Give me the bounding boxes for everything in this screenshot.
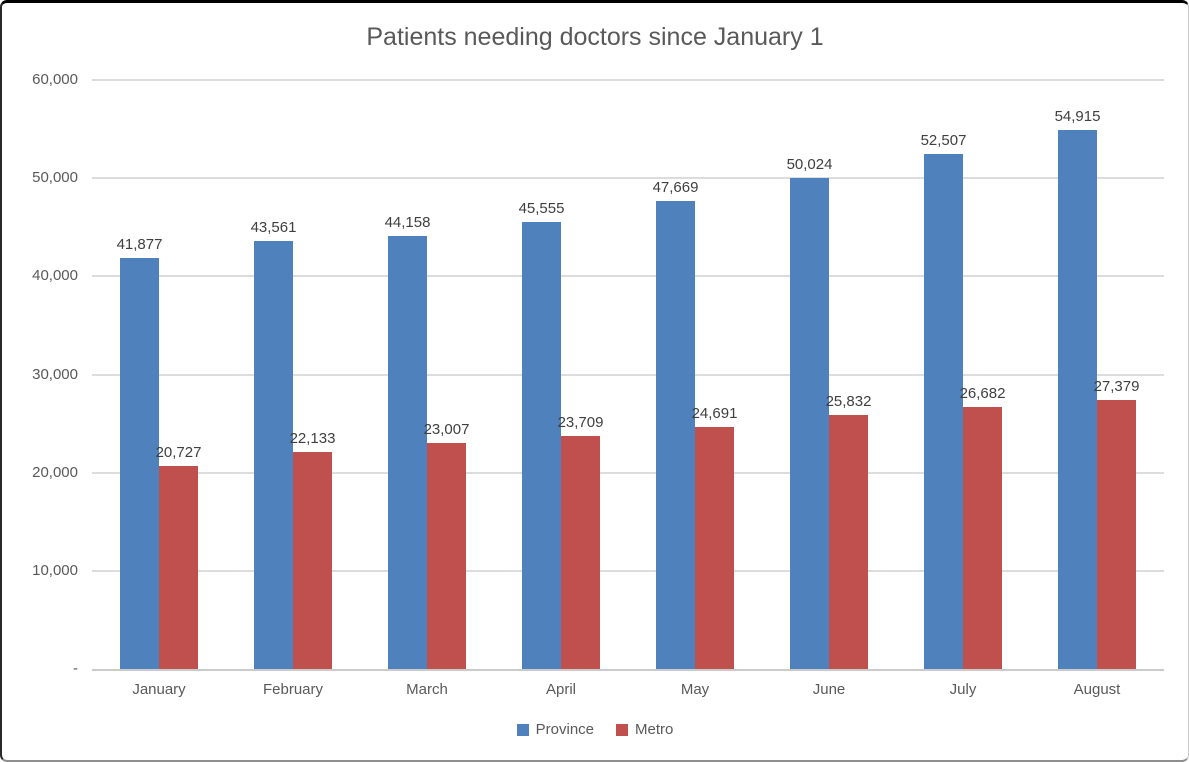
bar-metro-february xyxy=(293,451,332,669)
plot-area: 41,877 20,727 43,561 22,133 44,158 23,007 45,5… xyxy=(92,79,1164,671)
bar-metro-august xyxy=(1097,400,1136,669)
x-axis-label-april: April xyxy=(545,681,576,698)
data-label-metro-july: 26,682 xyxy=(959,385,1006,403)
gridline xyxy=(92,569,1164,572)
bar-province-may xyxy=(656,201,695,669)
bar-metro-january xyxy=(159,465,198,669)
bar-column: 27,379 xyxy=(1094,80,1139,669)
y-axis-tick-label: 60,000 xyxy=(32,71,78,88)
bar-column: 22,133 xyxy=(290,80,335,669)
bar-province-july xyxy=(924,153,963,669)
bar-province-august xyxy=(1058,129,1097,669)
bar-group-june: 50,024 25,832 xyxy=(762,80,896,669)
y-axis-tick-label: 50,000 xyxy=(32,169,78,187)
data-label-metro-may: 24,691 xyxy=(691,404,738,422)
y-axis-tick-label: 20,000 xyxy=(32,463,78,481)
x-axis-label-august: August xyxy=(1073,681,1121,698)
data-label-metro-june: 25,832 xyxy=(825,393,872,411)
data-label-metro-april: 23,709 xyxy=(557,414,604,432)
bar-province-april xyxy=(522,221,561,669)
data-label-metro-august: 27,379 xyxy=(1093,378,1140,396)
bar-metro-june xyxy=(829,415,868,669)
x-axis-label-june: June xyxy=(812,681,846,698)
data-label-province-april: 45,555 xyxy=(518,199,565,217)
gridline xyxy=(92,471,1164,474)
bar-column: 24,691 xyxy=(692,80,737,669)
bar-group-january: 41,877 20,727 xyxy=(92,80,226,669)
bar-column: 20,727 xyxy=(156,80,201,669)
bar-province-february xyxy=(254,241,293,669)
data-label-province-march: 44,158 xyxy=(384,213,431,231)
data-label-province-january: 41,877 xyxy=(116,235,163,253)
data-label-metro-february: 22,133 xyxy=(289,429,336,447)
y-axis-tick-label: 30,000 xyxy=(32,365,78,383)
bar-group-march: 44,158 23,007 xyxy=(360,80,494,669)
bar-column: 54,915 xyxy=(1055,80,1100,669)
x-axis: January February March April May June July Augu… xyxy=(92,681,1164,698)
data-label-province-may: 47,669 xyxy=(652,179,699,197)
bar-group-august: 54,915 27,379 xyxy=(1030,80,1164,669)
legend-label: Province xyxy=(535,721,594,738)
legend-item-province: Province xyxy=(516,721,594,738)
bar-column: 47,669 xyxy=(653,80,698,669)
data-label-province-july: 52,507 xyxy=(920,131,967,149)
bar-metro-may xyxy=(695,426,734,669)
gridline xyxy=(92,177,1164,180)
y-axis-tick-label: 10,000 xyxy=(32,561,78,579)
bar-metro-april xyxy=(561,436,600,669)
legend-swatch-icon xyxy=(616,723,628,736)
bar-group-april: 45,555 23,709 xyxy=(494,80,628,669)
legend-item-metro: Metro xyxy=(616,721,673,738)
bar-province-january xyxy=(120,257,159,669)
bar-group-may: 47,669 24,691 xyxy=(628,80,762,669)
bar-column: 43,561 xyxy=(251,80,296,669)
bar-province-june xyxy=(790,177,829,669)
legend: Province Metro xyxy=(2,721,1188,738)
data-label-province-june: 50,024 xyxy=(786,155,833,173)
bar-metro-july xyxy=(963,407,1002,669)
gridline xyxy=(92,275,1164,278)
data-label-province-february: 43,561 xyxy=(250,219,297,237)
data-label-metro-march: 23,007 xyxy=(423,421,470,439)
bar-column: 23,709 xyxy=(558,80,603,669)
x-axis-label-january: January xyxy=(132,681,186,698)
bar-group-july: 52,507 26,682 xyxy=(896,80,1030,669)
legend-label: Metro xyxy=(635,721,674,738)
bar-column: 25,832 xyxy=(826,80,871,669)
bar-column: 41,877 xyxy=(117,80,162,669)
data-label-metro-january: 20,727 xyxy=(155,443,202,461)
bar-group-february: 43,561 22,133 xyxy=(226,80,360,669)
bar-column: 44,158 xyxy=(385,80,430,669)
x-axis-label-february: February xyxy=(262,681,324,698)
y-axis-tick-label: 40,000 xyxy=(32,267,78,285)
x-axis-label-may: May xyxy=(680,681,710,698)
x-axis-label-march: March xyxy=(406,681,448,698)
x-axis-label-july: July xyxy=(949,681,977,698)
bar-column: 50,024 xyxy=(787,80,832,669)
chart-title: Patients needing doctors since January 1 xyxy=(366,23,824,51)
data-label-province-august: 54,915 xyxy=(1054,107,1101,125)
bar-province-march xyxy=(388,235,427,669)
bar-column: 52,507 xyxy=(921,80,966,669)
bar-column: 45,555 xyxy=(519,80,564,669)
bar-column: 26,682 xyxy=(960,80,1005,669)
bar-metro-march xyxy=(427,443,466,669)
gridline xyxy=(92,373,1164,376)
legend-swatch-icon xyxy=(516,723,529,736)
bar-column: 23,007 xyxy=(424,80,469,669)
bar-groups: 41,877 20,727 43,561 22,133 44,158 23,007 45,5… xyxy=(92,80,1164,669)
gridline xyxy=(92,79,1164,81)
y-axis-tick-label: - xyxy=(73,660,78,677)
